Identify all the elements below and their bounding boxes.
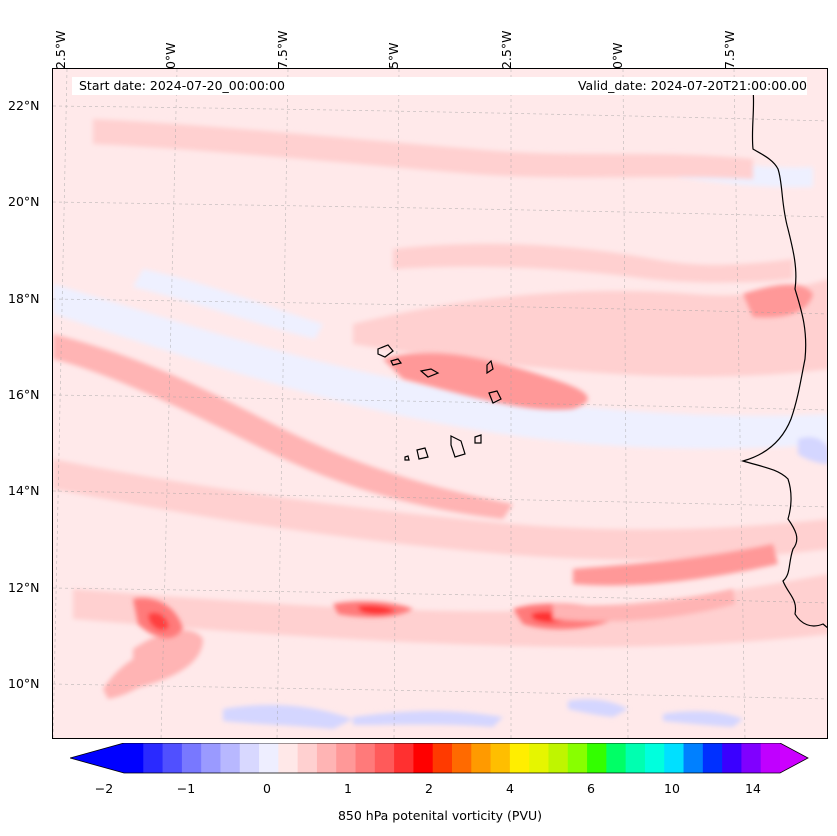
colorbar-segment [625,743,646,773]
colorbar-segment [124,743,144,773]
coastlines [377,88,827,629]
colorbar-segment [297,743,318,773]
lat-label-14N: 14°N [8,483,40,498]
colorbar-tick: 4 [506,781,514,796]
africa-coastline [740,88,827,629]
brava-island [404,455,410,461]
colorbar-segment [452,743,472,773]
colorbar-segment [394,743,414,773]
colorbar-segment [355,743,376,773]
lat-label-18N: 18°N [8,291,40,306]
colorbar-segment [278,743,299,773]
sal-island [486,359,494,375]
santiago-island [450,435,466,458]
colorbar-segment [702,743,723,773]
colorbar-segment [143,743,164,773]
colorbar-tick: 2 [425,781,433,796]
colorbar-segment [548,743,569,773]
colorbar-label: 850 hPa potenital vorticity (PVU) [337,808,543,823]
lat-label-22N: 22°N [8,98,40,113]
colorbar-segment [760,743,781,773]
lat-label-16N: 16°N [8,387,40,402]
colorbar-tick: 14 [745,781,761,796]
colorbar-segment [509,743,530,773]
boa-vista-island [488,390,502,404]
colorbar [70,743,809,774]
colorbar-segment [587,743,607,773]
sao-vicente-island [390,358,403,366]
colorbar-segment [336,743,357,773]
colorbar-segment [741,743,762,773]
colorbar-segment [316,743,337,773]
colorbar-extend-low [70,743,124,773]
colorbar-segment [529,743,549,773]
colorbar-segment [239,743,260,773]
colorbar-segment [722,743,742,773]
lat-label-20N: 20°N [8,194,40,209]
colorbar-segment [644,743,665,773]
colorbar-segment [162,743,183,773]
colorbar-segment [181,743,202,773]
fogo-island [416,447,429,460]
santo-antao-island [377,344,394,358]
colorbar-tick: 1 [344,781,352,796]
colorbar-segment [413,743,434,773]
date-info-bar [72,77,807,95]
colorbar-segment [490,743,511,773]
colorbar-segment [259,743,279,773]
maio-island [474,434,482,444]
colorbar-segment [432,743,453,773]
colorbar-segment [606,743,627,773]
colorbar-tick: −1 [176,781,196,796]
colorbar-tick: 0 [263,781,271,796]
valid-date-label: Valid_date: 2024-07-20T21:00:00.00 [577,78,807,93]
colorbar-segment [220,743,241,773]
lat-label-10N: 10°N [8,676,40,691]
map-panel[interactable] [52,68,828,739]
colorbar-segment [374,743,395,773]
start-date-label: Start date: 2024-07-20_00:00:00 [79,78,285,93]
lat-label-12N: 12°N [8,580,40,595]
colorbar-segment [201,743,221,773]
sao-nicolau-island [419,368,440,378]
colorbar-extend-high [780,743,808,773]
pv-field-map [53,69,827,738]
colorbar-tick: 6 [587,781,595,796]
colorbar-segment [567,743,588,773]
colorbar-tick: 10 [664,781,680,796]
colorbar-segment [471,743,492,773]
colorbar-segment [664,743,685,773]
graticule [53,69,827,738]
colorbar-segment [683,743,704,773]
pv-weak-positive-areas [53,119,827,699]
colorbar-tick: −2 [94,781,114,796]
colorbar-outline [70,743,809,774]
